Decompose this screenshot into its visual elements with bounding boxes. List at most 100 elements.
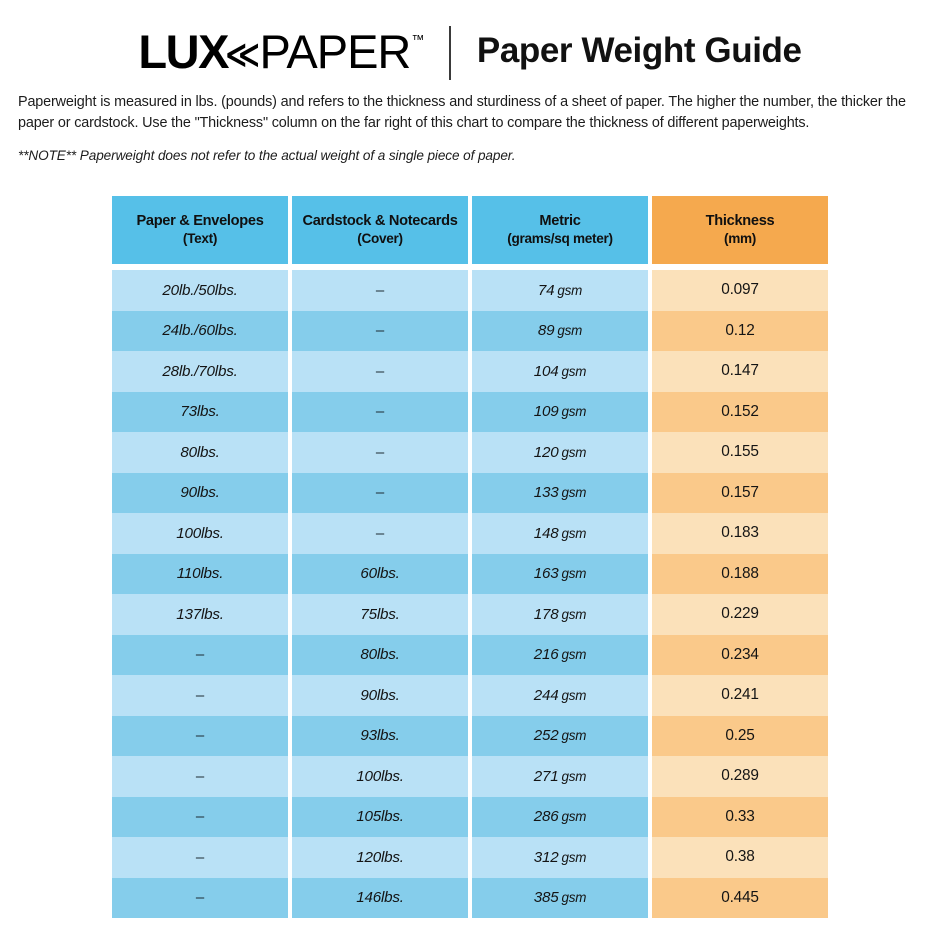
table-row: 24lb./60lbs. –89 gsm 0.12: [112, 310, 828, 351]
empty-dash: –: [195, 686, 205, 704]
cell-thickness: 0.157: [652, 472, 828, 513]
intro-body-text: Paperweight is measured in lbs. (pounds)…: [18, 94, 906, 132]
cell-paper-envelopes: 24lb./60lbs.: [112, 310, 288, 351]
cell-paper-envelopes: 80lbs.: [112, 432, 288, 473]
column-header-subtitle: (Text): [182, 230, 218, 246]
column-header-title: Paper & Envelopes: [136, 213, 264, 230]
logo-lux-text: LUX: [138, 24, 229, 78]
cell-thickness: 0.33: [652, 796, 828, 837]
metric-unit: gsm: [561, 485, 587, 501]
empty-dash: –: [375, 281, 385, 299]
cell-cardstock-notecards: –: [292, 432, 468, 473]
table-row: –146lbs. 385 gsm 0.445: [112, 877, 828, 918]
cell-cardstock-notecards: –: [292, 472, 468, 513]
cell-cardstock-notecards: 105lbs.: [292, 796, 468, 837]
cell-paper-envelopes: 20lb./50lbs.: [112, 270, 288, 311]
cell-metric: 163 gsm: [472, 553, 648, 594]
cell-thickness: 0.234: [652, 634, 828, 675]
cell-metric: 252 gsm: [472, 715, 648, 756]
cell-cardstock-notecards: 100lbs.: [292, 756, 468, 797]
metric-unit: gsm: [561, 525, 587, 541]
cell-metric: 216 gsm: [472, 634, 648, 675]
cell-paper-envelopes: –: [112, 877, 288, 918]
cell-paper-envelopes: 110lbs.: [112, 553, 288, 594]
cell-paper-envelopes: 90lbs.: [112, 472, 288, 513]
paper-weight-table: Paper & Envelopes (Text) Cardstock & Notec…: [112, 196, 828, 918]
cell-metric: 178 gsm: [472, 594, 648, 635]
table-row: 73lbs. –109 gsm 0.152: [112, 391, 828, 432]
cell-paper-envelopes: –: [112, 796, 288, 837]
column-header-title: Cardstock & Notecards: [302, 213, 458, 230]
metric-value: 163: [533, 565, 559, 583]
cell-paper-envelopes: –: [112, 837, 288, 878]
cell-metric: 312 gsm: [472, 837, 648, 878]
empty-dash: –: [195, 848, 205, 866]
table-row: 80lbs. –120 gsm 0.155: [112, 432, 828, 473]
cell-metric: 244 gsm: [472, 675, 648, 716]
table-row: –105lbs. 286 gsm 0.33: [112, 796, 828, 837]
table-row: –93lbs. 252 gsm 0.25: [112, 715, 828, 756]
cell-cardstock-notecards: –: [292, 391, 468, 432]
cell-cardstock-notecards: 90lbs.: [292, 675, 468, 716]
cell-cardstock-notecards: –: [292, 351, 468, 392]
empty-dash: –: [375, 484, 385, 502]
metric-unit: gsm: [561, 890, 587, 906]
cell-metric: 286 gsm: [472, 796, 648, 837]
metric-value: 89: [537, 322, 555, 340]
cell-thickness: 0.38: [652, 837, 828, 878]
cell-cardstock-notecards: 60lbs.: [292, 553, 468, 594]
column-header-title: Metric: [539, 213, 581, 230]
empty-dash: –: [375, 322, 385, 340]
empty-dash: –: [375, 403, 385, 421]
intro-note-text: **NOTE** Paperweight does not refer to t…: [18, 147, 516, 163]
empty-dash: –: [195, 767, 205, 785]
cell-thickness: 0.289: [652, 756, 828, 797]
cell-thickness: 0.445: [652, 877, 828, 918]
cell-thickness: 0.241: [652, 675, 828, 716]
cell-metric: 104 gsm: [472, 351, 648, 392]
cell-cardstock-notecards: 75lbs.: [292, 594, 468, 635]
cell-paper-envelopes: 137lbs.: [112, 594, 288, 635]
cell-thickness: 0.097: [652, 270, 828, 311]
metric-unit: gsm: [561, 363, 587, 379]
empty-dash: –: [375, 524, 385, 542]
cell-cardstock-notecards: –: [292, 310, 468, 351]
metric-value: 148: [533, 524, 559, 542]
cell-paper-envelopes: 73lbs.: [112, 391, 288, 432]
table-row: – 120lbs. 312 gsm 0.38: [112, 837, 828, 878]
table-row: 28lb./70lbs. –104 gsm 0.147: [112, 351, 828, 392]
empty-dash: –: [375, 362, 385, 380]
header-divider: [448, 26, 451, 80]
metric-value: 120: [533, 443, 559, 461]
table-body: 20lb./50lbs. –74 gsm 0.097 24lb./60lbs. –89 gs…: [112, 270, 828, 918]
cell-paper-envelopes: 100lbs.: [112, 513, 288, 554]
cell-paper-envelopes: –: [112, 675, 288, 716]
luxpaper-logo: LUX ≪ PAPER ™: [138, 24, 424, 78]
table-row: 90lbs. – 133 gsm 0.157: [112, 472, 828, 513]
metric-unit: gsm: [561, 809, 587, 825]
cell-cardstock-notecards: –: [292, 513, 468, 554]
logo-paper-text: PAPER: [259, 24, 412, 78]
cell-cardstock-notecards: 120lbs.: [292, 837, 468, 878]
page-title: Paper Weight Guide: [476, 31, 802, 70]
intro-section: Paperweight is measured in lbs. (pounds)…: [0, 88, 940, 163]
cell-cardstock-notecards: 80lbs.: [292, 634, 468, 675]
table-column-header-1: Cardstock & Notecards (Cover): [292, 196, 468, 264]
table-header-row: Paper & Envelopes (Text) Cardstock & Notec…: [112, 196, 828, 264]
cell-thickness: 0.25: [652, 715, 828, 756]
table-column-header-0: Paper & Envelopes (Text): [112, 196, 288, 264]
cell-thickness: 0.155: [652, 432, 828, 473]
metric-value: 312: [533, 848, 559, 866]
table-row: – 90lbs. 244 gsm 0.241: [112, 675, 828, 716]
table-row: –80lbs. 216 gsm 0.234: [112, 634, 828, 675]
cell-cardstock-notecards: 146lbs.: [292, 877, 468, 918]
metric-unit: gsm: [561, 647, 587, 663]
column-header-subtitle: (grams/sq meter): [507, 230, 613, 246]
cell-paper-envelopes: –: [112, 634, 288, 675]
metric-unit: gsm: [561, 768, 587, 784]
table-column-header-2: Metric (grams/sq meter): [472, 196, 648, 264]
cell-metric: 133 gsm: [472, 472, 648, 513]
empty-dash: –: [195, 727, 205, 745]
metric-value: 244: [533, 686, 559, 704]
metric-value: 178: [533, 605, 559, 623]
